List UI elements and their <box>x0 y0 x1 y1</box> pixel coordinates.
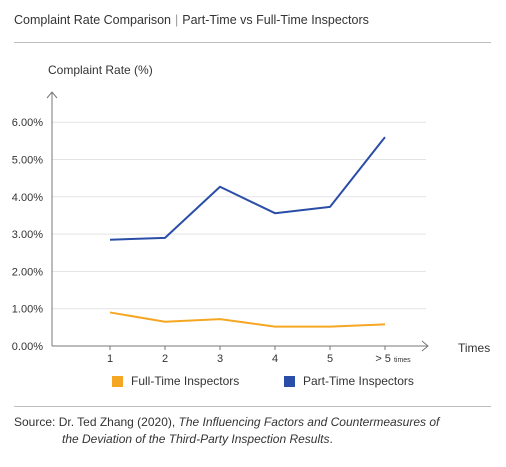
chart-subtitle: Part-Time vs Full-Time Inspectors <box>182 13 369 27</box>
x-tick-label: 3 <box>217 353 223 365</box>
title-separator: | <box>175 13 179 27</box>
series-line-full-time <box>109 311 386 328</box>
axes <box>46 91 429 352</box>
y-tick-label: 3.00% <box>12 229 43 241</box>
source-suffix: . <box>329 432 333 446</box>
legend-label-part-time: Part-Time Inspectors <box>303 374 414 388</box>
legend-label-full-time: Full-Time Inspectors <box>131 374 240 388</box>
y-axis-label: Complaint Rate (%) <box>48 63 153 77</box>
y-tick-label: 5.00% <box>12 155 43 167</box>
x-tick-label: 1 <box>107 353 113 365</box>
x-tick-label: 4 <box>272 353 278 365</box>
series-line-part-time <box>109 136 386 241</box>
chart-title: Complaint Rate Comparison | Part-Time vs F… <box>14 13 369 27</box>
x-tick-label: 2 <box>162 353 168 365</box>
chart-title-main: Complaint Rate Comparison <box>14 13 172 27</box>
y-tick-labels: 0.00% 1.00% 2.00% 3.00% 4.00% 5.00% 6.00% <box>12 117 43 353</box>
y-tick-label: 2.00% <box>12 266 43 278</box>
series-lines <box>109 136 386 328</box>
x-axis-label: Times <box>458 341 490 355</box>
source-prefix: Source: Dr. Ted Zhang (2020), <box>14 415 179 429</box>
y-tick-label: 6.00% <box>12 117 43 129</box>
source-note: Source: Dr. Ted Zhang (2020), The Influe… <box>14 414 494 448</box>
gridlines <box>52 121 426 310</box>
x-tick-suffix: times <box>394 357 411 364</box>
legend-swatch-full-time <box>112 375 123 387</box>
legend-swatch-part-time <box>284 375 295 387</box>
source-title-line1: The Influencing Factors and Countermeasu… <box>178 415 440 429</box>
x-axis-arrow <box>421 340 429 352</box>
y-tick-label: 4.00% <box>12 192 43 204</box>
legend-item-full-time: Full-Time Inspectors <box>112 374 239 388</box>
top-divider <box>14 42 491 43</box>
y-tick-label: 0.00% <box>12 341 43 353</box>
x-tick-labels: 1 2 3 4 5 > 5 times <box>107 353 411 365</box>
y-axis-arrow <box>46 91 58 99</box>
x-tick-label: 5 <box>327 353 333 365</box>
source-line2: the Deviation of the Third-Party Inspect… <box>14 431 494 448</box>
y-tick-label: 1.00% <box>12 304 43 316</box>
bottom-divider <box>14 406 491 407</box>
x-tick-label: > 5 times <box>375 353 411 365</box>
source-title-line2: the Deviation of the Third-Party Inspect… <box>62 432 330 446</box>
legend-item-part-time: Part-Time Inspectors <box>284 374 414 388</box>
